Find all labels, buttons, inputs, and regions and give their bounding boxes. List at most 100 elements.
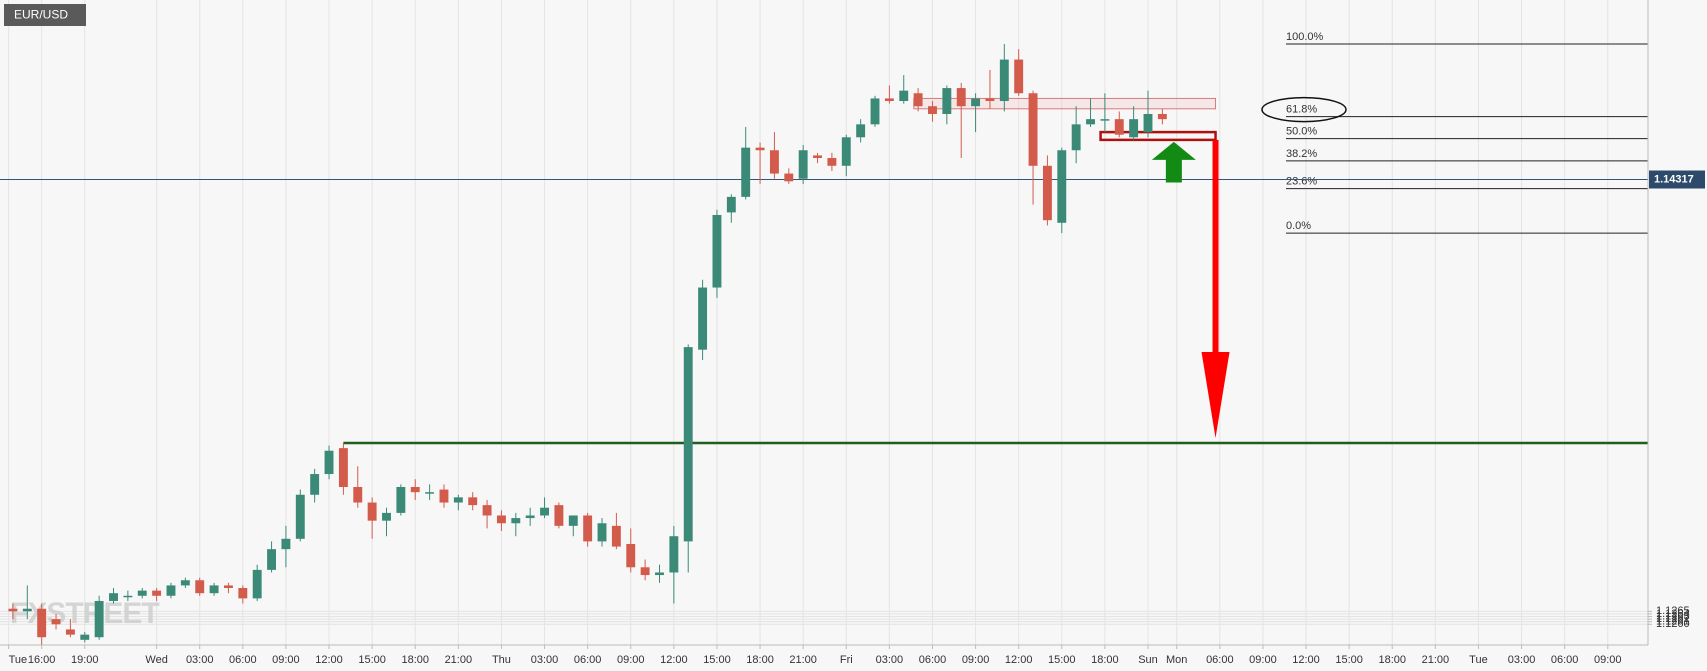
fib-label: 0.0% [1286, 220, 1311, 232]
fib-label: 100.0% [1286, 31, 1324, 43]
candle-body [338, 448, 348, 487]
candle-body [367, 502, 377, 521]
fib-label: 61.8% [1286, 103, 1317, 115]
candle-body [655, 572, 664, 576]
candle-body [769, 150, 779, 174]
candle-body [37, 608, 47, 638]
y-tick-label: 1.1262 [1656, 613, 1690, 625]
symbol-badge [4, 4, 86, 26]
candle-body [496, 515, 506, 524]
candle-body [482, 505, 492, 516]
candle-body [913, 93, 923, 107]
candle-body [80, 634, 90, 640]
x-tick-label: 15:00 [358, 654, 386, 666]
candle-body [252, 569, 262, 599]
candle-body [755, 147, 765, 151]
candle-body [669, 536, 679, 573]
candle-body [223, 585, 233, 589]
candle-body [798, 150, 808, 179]
candle-body [640, 567, 650, 576]
candle-body [152, 590, 162, 596]
candle-body [1157, 113, 1167, 120]
candle-body [698, 287, 708, 350]
candle-body [971, 98, 981, 107]
candle-body [8, 608, 18, 612]
x-tick-label: 09:00 [1594, 654, 1622, 666]
current-price-label: 1.14317 [1654, 173, 1694, 185]
candle-body [942, 88, 952, 114]
current-price-tag [1649, 170, 1705, 189]
y-axis-panel [1648, 0, 1707, 671]
candle-body [238, 588, 248, 599]
candle-body [712, 215, 722, 288]
candle-body [180, 580, 190, 586]
x-tick-label: 03:00 [531, 654, 559, 666]
candle-body [597, 523, 607, 542]
candle-body [382, 512, 391, 521]
candle-body [166, 585, 176, 596]
x-tick-label: 12:00 [1005, 654, 1033, 666]
candle-body [956, 88, 966, 107]
x-tick-label: 18:00 [746, 654, 774, 666]
x-tick-label: 16:00 [28, 654, 56, 666]
x-tick-label: 06:00 [574, 654, 602, 666]
x-tick-label: 15:00 [1335, 654, 1363, 666]
x-tick-label: Wed [145, 654, 167, 666]
candle-body [827, 158, 837, 166]
x-tick-label: 19:00 [71, 654, 99, 666]
candle-body [784, 173, 794, 182]
candle-body [353, 486, 363, 503]
candle-body [453, 497, 463, 503]
candle-body [741, 147, 751, 197]
x-tick-label: 06:00 [919, 654, 947, 666]
candle-body [841, 137, 851, 166]
watermark: FXSTREET [10, 597, 159, 630]
candle-body [540, 507, 549, 516]
candle-body [109, 593, 118, 601]
y-tick-label: 1.1265 [1656, 605, 1690, 617]
candle-body [626, 543, 636, 568]
up-arrow [1151, 141, 1196, 183]
candle-body [611, 525, 621, 547]
price-zone [1099, 130, 1217, 142]
candle-body [1071, 124, 1081, 151]
candle-body [295, 494, 305, 539]
annotations [1151, 96, 1347, 438]
candle-body [137, 590, 147, 596]
candle-body [1086, 119, 1095, 125]
candle-body [511, 518, 521, 524]
candle-body [195, 580, 205, 594]
candle-body [1143, 113, 1153, 133]
y-tick-label: 1.1263 [1656, 610, 1690, 622]
x-tick-label: 06:00 [1551, 654, 1579, 666]
x-tick-label: 06:00 [229, 654, 257, 666]
candle-body [1057, 150, 1067, 223]
candle-body [1028, 93, 1038, 166]
x-tick-label: Thu [492, 654, 511, 666]
highlight-ellipse [1261, 96, 1347, 123]
x-tick-label: 03:00 [876, 654, 904, 666]
candle-body [583, 515, 593, 542]
fib-label: 50.0% [1286, 125, 1317, 137]
candle-body [209, 585, 219, 594]
candle-body [928, 106, 937, 114]
x-tick-label: Tue [9, 654, 28, 666]
y-tick-label: 1.1261 [1656, 616, 1690, 628]
candles [8, 44, 1167, 645]
candle-body [51, 619, 61, 625]
candle-body [22, 608, 32, 612]
x-tick-label: Tue [1469, 654, 1488, 666]
x-tick-label: 18:00 [1378, 654, 1406, 666]
x-tick-label: 12:00 [1292, 654, 1320, 666]
x-tick-label: 15:00 [1048, 654, 1076, 666]
candle-body [683, 347, 693, 542]
candle-body [94, 600, 104, 638]
down-arrow-shaft [1212, 139, 1219, 359]
x-tick-label: 03:00 [186, 654, 214, 666]
x-tick-label: 09:00 [962, 654, 990, 666]
x-tick-label: Mon [1166, 654, 1187, 666]
candle-body [1114, 119, 1124, 135]
